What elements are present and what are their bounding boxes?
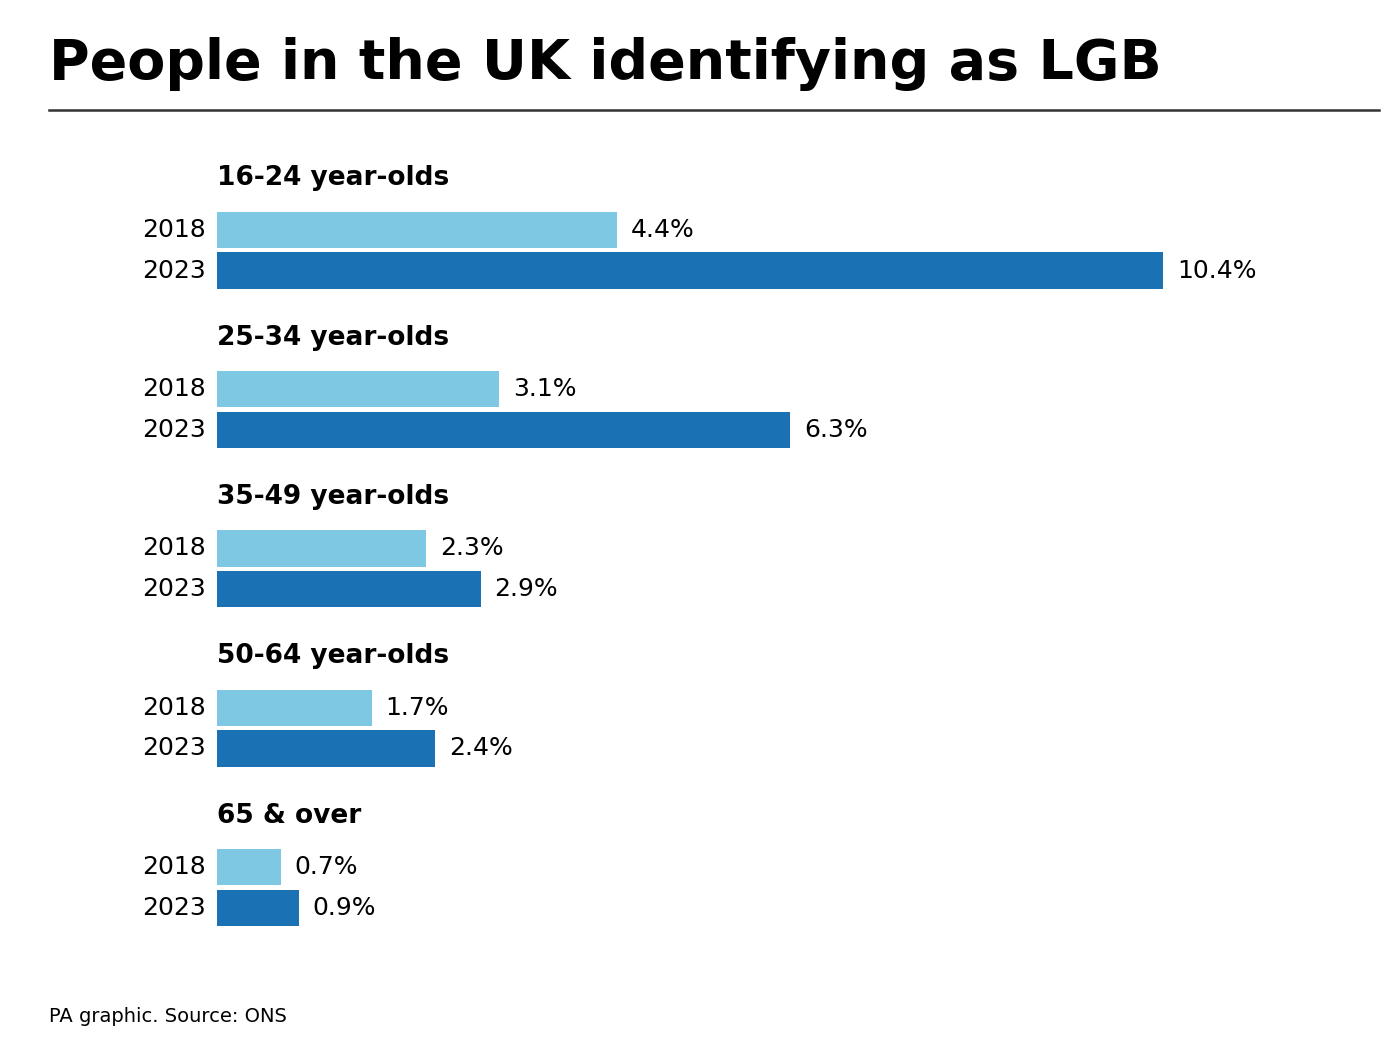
Bar bbox=[217, 730, 435, 767]
Text: 2.9%: 2.9% bbox=[494, 577, 559, 601]
Text: 2.3%: 2.3% bbox=[440, 536, 504, 560]
Text: 2023: 2023 bbox=[143, 737, 206, 761]
Text: PA graphic. Source: ONS: PA graphic. Source: ONS bbox=[49, 1007, 287, 1026]
Text: 2023: 2023 bbox=[143, 418, 206, 442]
Text: 2023: 2023 bbox=[143, 896, 206, 920]
Text: 16-24 year-olds: 16-24 year-olds bbox=[217, 165, 449, 191]
Bar bbox=[217, 889, 300, 926]
Bar bbox=[217, 571, 482, 607]
Text: 65 & over: 65 & over bbox=[217, 803, 361, 829]
Text: 0.7%: 0.7% bbox=[294, 855, 358, 879]
Text: 3.1%: 3.1% bbox=[512, 377, 577, 401]
Text: 4.4%: 4.4% bbox=[631, 218, 694, 241]
Text: People in the UK identifying as LGB: People in the UK identifying as LGB bbox=[49, 37, 1162, 91]
Bar bbox=[217, 849, 280, 885]
Text: 35-49 year-olds: 35-49 year-olds bbox=[217, 484, 449, 510]
Bar bbox=[217, 531, 426, 566]
Text: 2018: 2018 bbox=[143, 377, 206, 401]
Text: 1.7%: 1.7% bbox=[385, 696, 449, 720]
Text: 2018: 2018 bbox=[143, 218, 206, 241]
Text: 2018: 2018 bbox=[143, 855, 206, 879]
Text: 50-64 year-olds: 50-64 year-olds bbox=[217, 644, 449, 670]
Text: 10.4%: 10.4% bbox=[1177, 258, 1257, 282]
Bar bbox=[217, 212, 617, 248]
Text: 2.4%: 2.4% bbox=[449, 737, 512, 761]
Text: 25-34 year-olds: 25-34 year-olds bbox=[217, 325, 449, 351]
Bar bbox=[217, 371, 500, 408]
Text: 2018: 2018 bbox=[143, 696, 206, 720]
Text: 2023: 2023 bbox=[143, 258, 206, 282]
Bar bbox=[217, 412, 790, 448]
Text: 6.3%: 6.3% bbox=[804, 418, 868, 442]
Text: 2023: 2023 bbox=[143, 577, 206, 601]
Bar bbox=[217, 690, 372, 726]
Bar bbox=[217, 253, 1163, 288]
Text: 0.9%: 0.9% bbox=[312, 896, 377, 920]
Text: 2018: 2018 bbox=[143, 536, 206, 560]
